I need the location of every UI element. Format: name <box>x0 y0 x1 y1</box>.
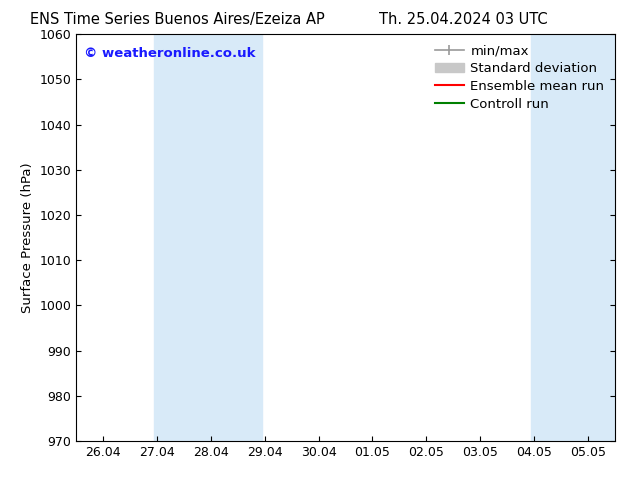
Text: Th. 25.04.2024 03 UTC: Th. 25.04.2024 03 UTC <box>378 12 547 27</box>
Y-axis label: Surface Pressure (hPa): Surface Pressure (hPa) <box>21 162 34 313</box>
Bar <box>531 34 618 441</box>
Text: © weatheronline.co.uk: © weatheronline.co.uk <box>84 47 256 59</box>
Text: ENS Time Series Buenos Aires/Ezeiza AP: ENS Time Series Buenos Aires/Ezeiza AP <box>30 12 325 27</box>
Legend: min/max, Standard deviation, Ensemble mean run, Controll run: min/max, Standard deviation, Ensemble me… <box>431 41 609 115</box>
Bar <box>154 34 262 441</box>
